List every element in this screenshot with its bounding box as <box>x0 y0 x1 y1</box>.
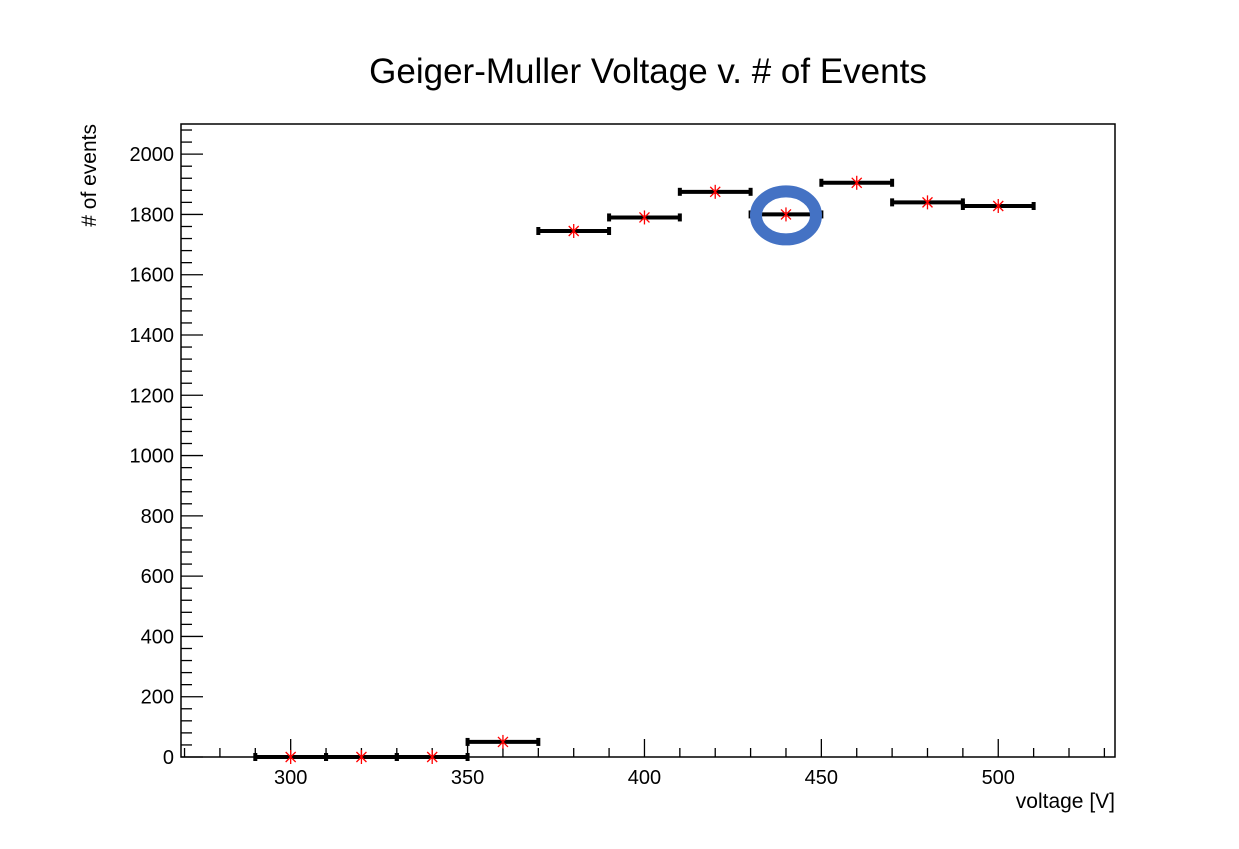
x-tick-label: 450 <box>805 767 838 789</box>
y-tick-label: 1200 <box>130 385 175 407</box>
y-tick-label: 1000 <box>130 446 175 468</box>
y-tick-label: 600 <box>141 566 174 588</box>
y-tick-label: 800 <box>141 506 174 528</box>
data-point <box>607 210 682 225</box>
y-axis-label: # of events <box>78 124 101 227</box>
data-point <box>324 750 399 764</box>
chart-title: Geiger-Muller Voltage v. # of Events <box>369 52 927 91</box>
x-tick-label: 350 <box>451 767 484 789</box>
data-point <box>890 195 965 210</box>
highlight-ellipse <box>749 185 822 246</box>
y-ticks: 0 200 400 600 800 1000 1200 1400 1600 1800 2000 <box>130 129 203 769</box>
x-axis-label: voltage [V] <box>1016 790 1115 813</box>
data-point <box>253 750 329 764</box>
x-tick-label: 500 <box>982 767 1015 789</box>
x-tick-label: 300 <box>274 767 307 789</box>
data-point <box>394 750 470 764</box>
data-point <box>536 224 612 239</box>
y-tick-label: 1400 <box>130 325 175 347</box>
y-tick-label: 1800 <box>130 204 175 226</box>
data-point <box>465 734 541 749</box>
y-tick-label: 1600 <box>130 265 175 287</box>
y-tick-label: 2000 <box>130 144 175 166</box>
annotation-layer <box>749 185 822 246</box>
data-points <box>253 175 1036 764</box>
data-point <box>819 175 895 190</box>
y-tick-label: 400 <box>141 626 174 648</box>
x-tick-label: 400 <box>628 767 661 789</box>
y-tick-label: 200 <box>141 687 174 709</box>
y-tick-label: 0 <box>163 747 174 769</box>
data-point <box>677 184 753 199</box>
plot-frame <box>180 123 1116 758</box>
data-point <box>960 198 1036 213</box>
x-ticks: 300 350 400 450 500 <box>183 739 1106 789</box>
